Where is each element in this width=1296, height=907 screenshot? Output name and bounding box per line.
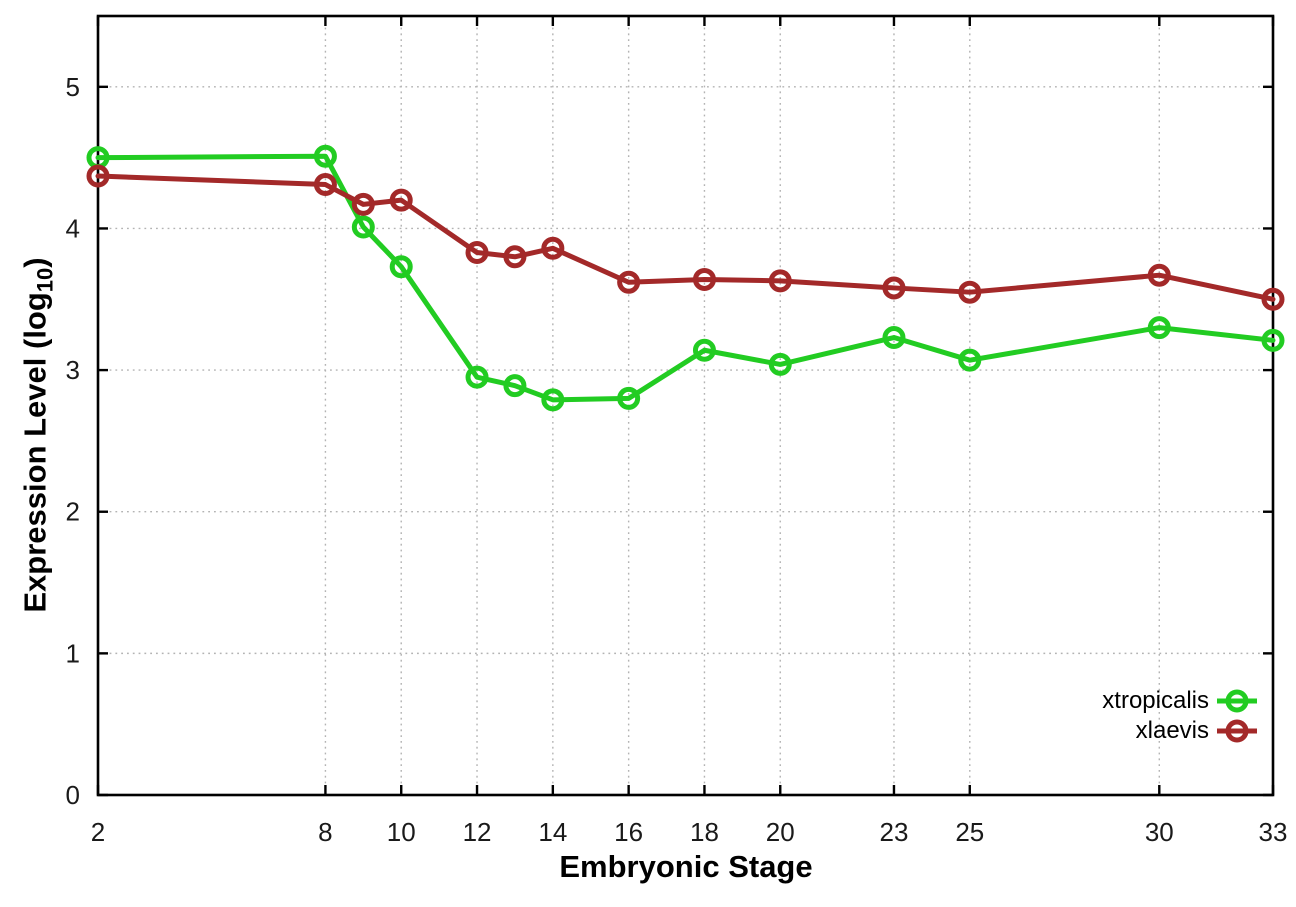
data-point-xtropicalis-stage-18: [692, 338, 716, 362]
data-point-xtropicalis-stage-10: [389, 255, 413, 279]
data-point-xtropicalis-stage-25: [958, 348, 982, 372]
data-point-xlaevis-stage-18: [692, 267, 716, 291]
data-point-xlaevis-stage-13: [503, 245, 527, 269]
y-axis-title-close: ): [17, 257, 53, 268]
y-axis-title-subscript: 10: [32, 267, 58, 293]
legend-item-xtropicalis: xtropicalis: [1102, 686, 1258, 716]
y-tick-label: 2: [66, 497, 80, 527]
x-axis-title: Embryonic Stage: [559, 849, 813, 884]
data-point-xtropicalis-stage-20: [768, 352, 792, 376]
data-point-xlaevis-stage-25: [958, 280, 982, 304]
y-tick-label: 0: [66, 780, 80, 810]
data-point-xtropicalis-stage-23: [882, 326, 906, 350]
x-tick-label: 25: [955, 817, 984, 847]
plot-border: [96, 14, 1275, 797]
data-point-xtropicalis-stage-13: [503, 374, 527, 398]
legend-label-xtropicalis: xtropicalis: [1102, 687, 1209, 714]
data-point-xtropicalis-stage-9: [351, 215, 375, 239]
line-circle-marker-icon: [1217, 689, 1257, 713]
x-tick-label: 16: [614, 817, 643, 847]
y-axis-title-text: Expression Level (log: [17, 292, 53, 613]
y-tick-label: 5: [66, 72, 80, 102]
series-line-xlaevis: [95, 173, 1276, 302]
gridlines: [98, 16, 1273, 795]
data-point-xlaevis-stage-30: [1147, 263, 1171, 287]
y-tick-label: 1: [66, 638, 80, 668]
series-xtropicalis: [86, 144, 1285, 412]
legend-label-xlaevis: xlaevis: [1135, 717, 1209, 744]
data-point-xlaevis-stage-33: [1261, 287, 1285, 311]
data-point-xtropicalis-stage-8: [313, 144, 337, 168]
x-tick-label: 20: [766, 817, 795, 847]
data-point-xlaevis-stage-23: [882, 276, 906, 300]
x-tick-label: 23: [880, 817, 909, 847]
legend-item-xlaevis: xlaevis: [1136, 716, 1258, 746]
x-tick-label: 12: [463, 817, 492, 847]
tick-marks: [96, 16, 1275, 797]
data-point-xtropicalis-stage-30: [1147, 316, 1171, 340]
series-xlaevis: [86, 164, 1285, 311]
data-point-xtropicalis-stage-16: [617, 386, 641, 410]
y-tick-label: 3: [66, 355, 80, 385]
data-point-xlaevis-stage-2: [86, 164, 110, 188]
legend: xtropicalis xlaevis: [1102, 686, 1258, 746]
x-tick-label: 33: [1259, 817, 1288, 847]
line-circle-marker-icon: [1217, 719, 1257, 743]
x-tick-label: 10: [387, 817, 416, 847]
data-point-xlaevis-stage-20: [768, 269, 792, 293]
y-axis-title: Expression Level (log10): [17, 257, 58, 612]
data-point-xlaevis-stage-8: [313, 173, 337, 197]
data-point-xtropicalis-stage-14: [541, 388, 565, 412]
x-tick-label: 8: [318, 817, 332, 847]
data-point-xlaevis-stage-10: [389, 188, 413, 212]
data-point-xtropicalis-stage-33: [1261, 328, 1285, 352]
data-point-xtropicalis-stage-12: [465, 365, 489, 389]
x-tick-label: 18: [690, 817, 719, 847]
x-tick-label: 2: [91, 817, 105, 847]
data-point-xlaevis-stage-12: [465, 241, 489, 265]
data-point-xlaevis-stage-14: [541, 236, 565, 260]
data-point-xlaevis-stage-9: [351, 192, 375, 216]
y-tick-label: 4: [66, 213, 80, 243]
x-tick-label: 14: [538, 817, 567, 847]
data-point-xlaevis-stage-16: [617, 270, 641, 294]
x-tick-label: 30: [1145, 817, 1174, 847]
